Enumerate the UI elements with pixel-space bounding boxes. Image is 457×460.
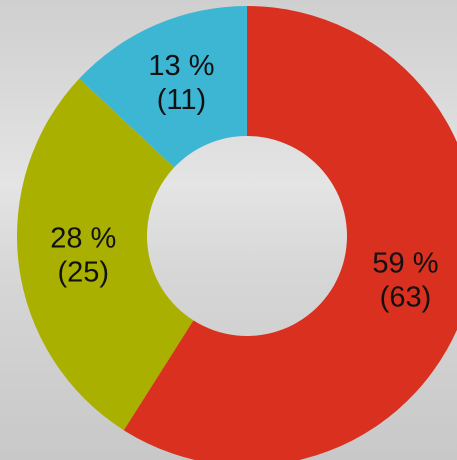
count-label: (11) (157, 84, 206, 116)
percent-label: 59 % (372, 248, 438, 280)
count-label: (25) (58, 256, 110, 288)
percent-label: 28 % (50, 222, 116, 254)
count-label: (63) (380, 282, 432, 314)
page: 59 %(63)28 %(25)13 %(11) (() => { const … (0, 0, 457, 460)
percent-label: 13 % (148, 50, 214, 82)
chart: 59 %(63) 28 %(25) 13 %(11) (0, 0, 457, 460)
